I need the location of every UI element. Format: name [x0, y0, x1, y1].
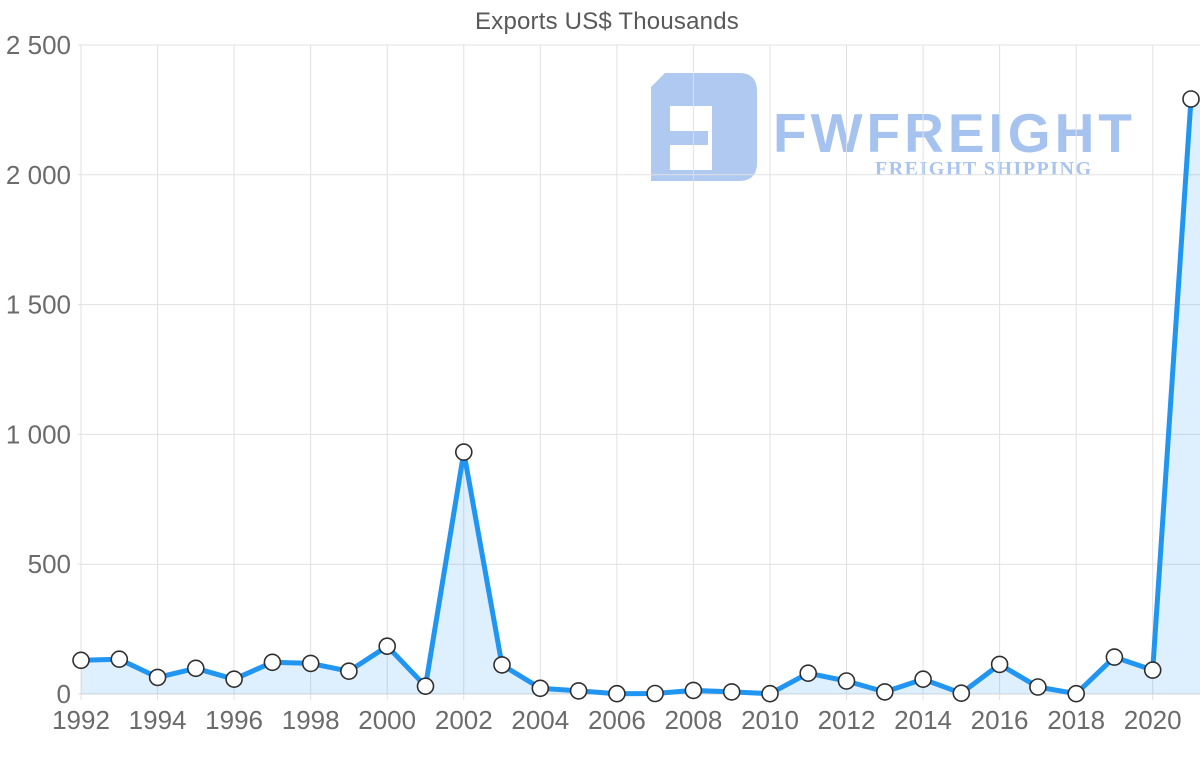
data-point-marker [1029, 678, 1047, 696]
x-tick-label: 1994 [129, 705, 187, 735]
data-point-marker [454, 443, 473, 461]
x-tick-label: 2016 [971, 705, 1029, 735]
data-point-marker [187, 659, 205, 678]
data-point-marker [837, 672, 856, 690]
x-tick-label: 2000 [358, 705, 416, 735]
y-tick-label: 2 000 [6, 160, 71, 190]
data-point-marker [952, 684, 971, 703]
data-point-marker [684, 681, 703, 700]
y-tick-label: 1 000 [6, 419, 71, 449]
data-point-marker [990, 655, 1009, 674]
x-tick-label: 2004 [511, 705, 569, 735]
data-point-marker [263, 653, 282, 672]
data-point-marker [340, 662, 358, 681]
data-point-marker [1182, 90, 1200, 108]
series-line [78, 96, 1194, 697]
data-point-marker [646, 684, 664, 703]
x-tick-label: 1992 [52, 705, 110, 735]
brand-name: FWFREIGHT [773, 102, 1136, 164]
x-tick-label: 2020 [1124, 705, 1182, 735]
x-tick-label: 2012 [818, 705, 876, 735]
x-tick-label: 1998 [282, 705, 340, 735]
data-point-marker [1105, 648, 1124, 666]
y-tick-label: 0 [57, 679, 71, 709]
x-tick-label: 1996 [205, 705, 263, 735]
y-tick-label: 500 [28, 549, 71, 579]
data-point-marker [799, 664, 818, 683]
series-area [81, 99, 1200, 694]
data-point-marker [531, 679, 550, 698]
chart-title: Exports US$ Thousands [475, 8, 739, 35]
x-tick-label: 2006 [588, 705, 646, 735]
data-point-marker [110, 650, 129, 669]
data-point-marker [914, 670, 932, 689]
y-tick-label: 2 500 [6, 30, 71, 60]
freight-logo-icon [651, 73, 757, 181]
data-point-marker [1143, 661, 1162, 679]
data-point-marker [301, 654, 320, 673]
x-tick-label: 2002 [435, 705, 493, 735]
data-point-marker [72, 651, 90, 670]
data-point-marker [416, 677, 435, 696]
data-point-marker [569, 682, 588, 700]
data-point-marker [148, 668, 167, 687]
data-point-marker [378, 637, 397, 656]
data-point-marker [1067, 684, 1085, 703]
data-point-marker [225, 670, 243, 689]
y-tick-label: 1 500 [6, 290, 71, 320]
data-point-marker [722, 683, 741, 701]
data-point-marker [761, 684, 779, 703]
x-tick-label: 2008 [664, 705, 722, 735]
data-point-marker [493, 656, 511, 674]
data-point-marker [608, 684, 626, 703]
x-tick-label: 2018 [1047, 705, 1105, 735]
x-tick-label: 2014 [894, 705, 952, 735]
x-tick-label: 2010 [741, 705, 799, 735]
data-point-marker [875, 683, 894, 701]
